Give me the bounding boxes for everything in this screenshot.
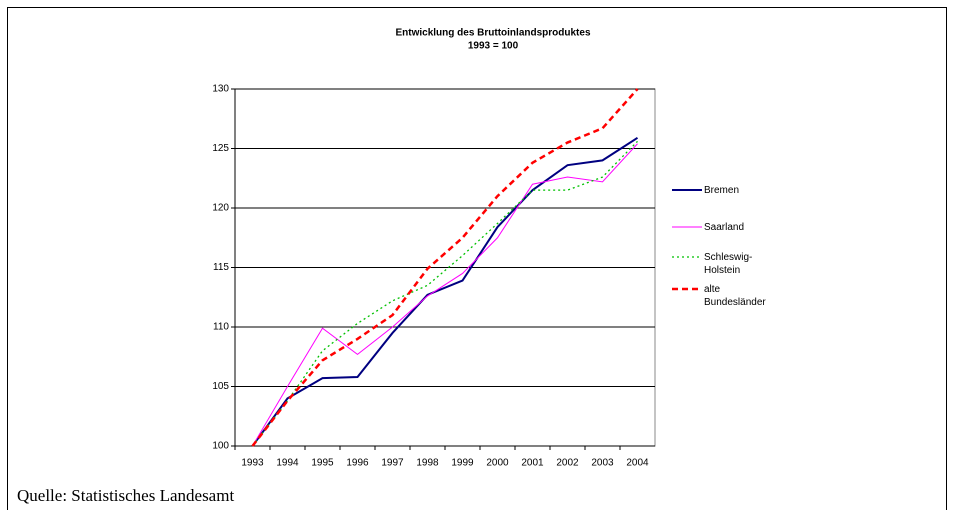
- source: Quelle: Statistisches Landesamt: [17, 486, 235, 505]
- x-tick-label: 1995: [311, 458, 334, 469]
- y-tick-label: 115: [213, 262, 229, 273]
- y-tick-label: 125: [212, 143, 229, 154]
- x-tick-label: 2000: [486, 458, 509, 469]
- x-tick-label: 1993: [241, 458, 264, 469]
- y-tick-label: 100: [212, 441, 229, 452]
- x-tick-label: 2002: [556, 458, 579, 469]
- series-line: [251, 140, 638, 447]
- series-line: [251, 88, 639, 447]
- series-line: [251, 136, 639, 447]
- x-tick-label: 1994: [276, 458, 299, 469]
- x-tick-label: 1996: [346, 458, 369, 469]
- series-line: [252, 143, 638, 447]
- legend-label: Bremen: [704, 185, 740, 196]
- x-tick-label: 2003: [591, 458, 614, 469]
- y-tick-label: 130: [212, 84, 229, 95]
- y-tick-label: 120: [212, 203, 229, 214]
- x-tick-label: 1999: [451, 458, 474, 469]
- x-tick-label: 1997: [381, 458, 404, 469]
- x-tick-label: 1998: [416, 458, 439, 469]
- x-tick-label: 2001: [521, 458, 544, 469]
- y-tick-label: 105: [212, 381, 229, 392]
- legend-label: alte Bundesländer: [704, 284, 766, 308]
- y-tick-label: 110: [213, 322, 229, 333]
- x-tick-label: 2004: [626, 458, 649, 469]
- frame: [7, 7, 947, 515]
- chart-title: Entwicklung des Bruttoinlandsproduktes: [395, 28, 590, 39]
- legend-label: Schleswig-Holstein: [704, 252, 753, 276]
- chart-subtitle: 1993 = 100: [468, 41, 519, 52]
- legend-label: Saarland: [704, 222, 745, 233]
